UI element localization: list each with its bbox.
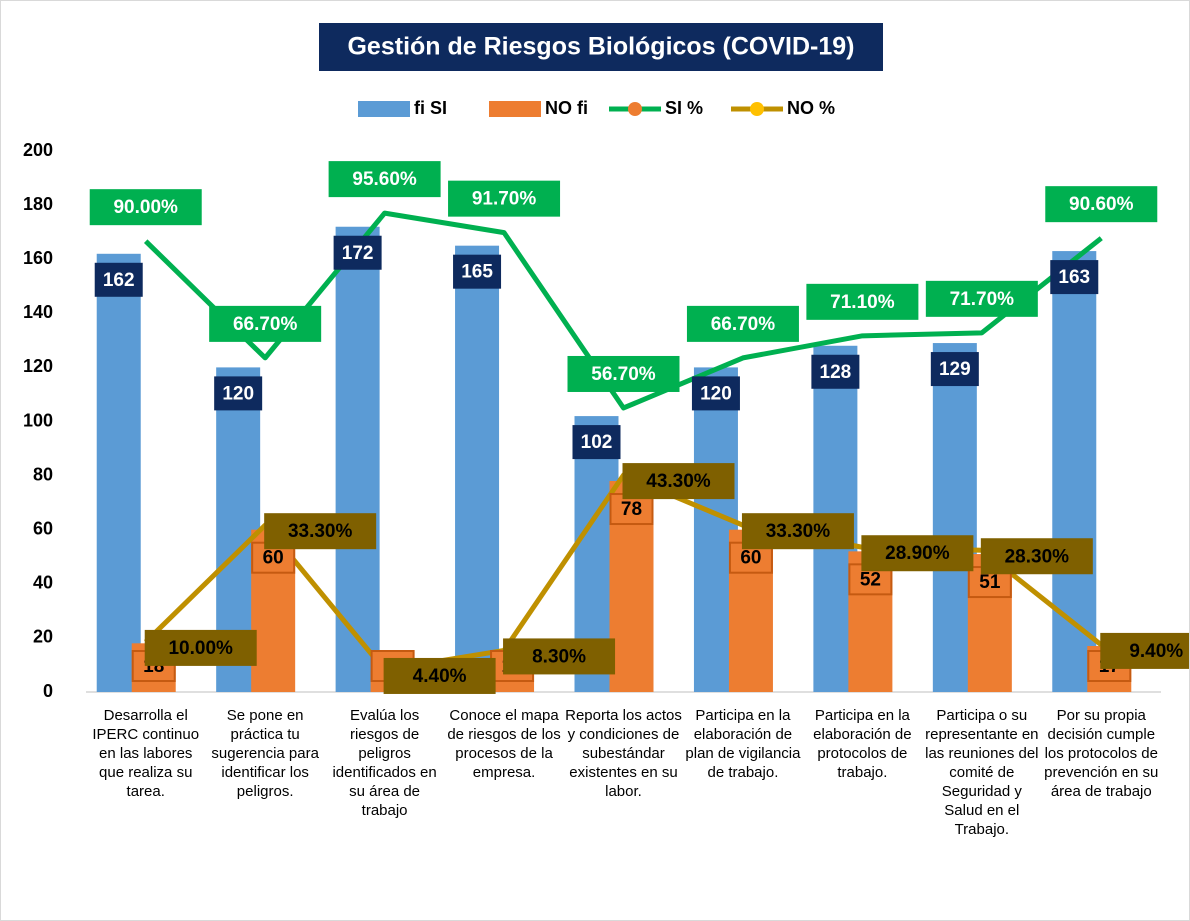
legend-label: SI % (665, 98, 703, 118)
data-label-box (144, 629, 257, 666)
x-tick-label: Conoce el mapa de riesgos de los proceso… (447, 707, 561, 781)
data-label: 129 (939, 359, 971, 380)
data-label: 43.30% (646, 471, 711, 492)
data-label-box (861, 535, 974, 572)
title-box (319, 23, 883, 71)
data-label: 71.10% (830, 292, 895, 313)
data-label-box (811, 354, 860, 389)
data-label: 52 (860, 569, 881, 590)
data-label-box (686, 305, 799, 342)
data-label: 4.40% (413, 666, 467, 687)
data-label-box (89, 189, 202, 226)
x-tick-label: Participa en la elaboración de plan de v… (685, 707, 801, 781)
y-tick-label: 40 (33, 573, 53, 593)
y-tick-label: 180 (23, 194, 53, 214)
data-label: 162 (103, 270, 135, 291)
y-tick-label: 140 (23, 302, 53, 322)
y-tick-label: 120 (23, 356, 53, 376)
data-label: 28.90% (885, 543, 950, 564)
data-label-box (980, 538, 1093, 575)
data-label: 90.60% (1069, 194, 1134, 215)
data-label: 78 (621, 499, 642, 520)
data-label-box (691, 376, 740, 411)
data-label: 128 (820, 362, 852, 383)
data-label: 66.70% (233, 314, 298, 335)
y-tick-label: 60 (33, 518, 53, 538)
bar (96, 253, 141, 693)
legend-label: NO fi (545, 98, 588, 118)
y-tick-label: 200 (23, 140, 53, 160)
data-label: 10.00% (168, 638, 233, 659)
data-label: 28.30% (1005, 546, 1070, 567)
y-tick-label: 80 (33, 464, 53, 484)
data-label: 66.70% (711, 314, 776, 335)
legend-label: fi SI (414, 98, 447, 118)
data-label-box (264, 513, 377, 550)
data-label-box (741, 513, 854, 550)
data-label-box (925, 280, 1038, 317)
x-tick-label: Participa en la elaboración de protocolo… (813, 707, 912, 781)
data-label: 165 (461, 262, 493, 283)
data-label: 33.30% (288, 521, 353, 542)
x-tick-label: Evalúa los riesgos de peligros identific… (332, 707, 437, 819)
data-label: 90.00% (113, 197, 178, 218)
x-tick-label: Desarrolla el IPERC continuo en las labo… (92, 707, 200, 800)
bar (455, 245, 500, 693)
data-label: 8.30% (532, 646, 586, 667)
data-label: 51 (979, 572, 1001, 593)
legend-swatch (358, 101, 410, 117)
y-tick-label: 100 (23, 410, 53, 430)
x-tick-label: Por su propia decisión cumple los protoc… (1044, 707, 1159, 800)
x-tick-label: Participa o su representante en las reun… (925, 707, 1039, 838)
bar (335, 226, 380, 693)
legend-label: NO % (787, 98, 835, 118)
chart-title: Gestión de Riesgos Biológicos (COVID-19) (347, 33, 854, 61)
data-label: 60 (740, 548, 761, 569)
data-label-box (622, 463, 735, 500)
data-label: 33.30% (766, 521, 831, 542)
data-label-box (930, 352, 979, 387)
data-label: 120 (700, 383, 732, 404)
data-label: 163 (1058, 267, 1090, 288)
data-label: 102 (581, 432, 613, 453)
data-label-box (209, 305, 322, 342)
data-label-box (806, 283, 919, 320)
data-label-box (1050, 260, 1099, 295)
data-label-box (1100, 632, 1189, 669)
data-label-box (214, 376, 263, 411)
data-label-box (383, 657, 496, 694)
data-label: 172 (342, 243, 374, 264)
data-label: 60 (263, 548, 284, 569)
legend-swatch (628, 102, 642, 116)
legend-swatch (750, 102, 764, 116)
data-label-box (572, 425, 621, 460)
x-tick-label: Se pone en práctica tu sugerencia para i… (211, 707, 319, 800)
data-label: 91.70% (472, 189, 537, 210)
y-tick-label: 0 (43, 681, 53, 701)
data-label-box (1045, 186, 1158, 223)
data-label: 71.70% (950, 289, 1015, 310)
y-tick-label: 20 (33, 627, 53, 647)
data-label: 56.70% (591, 364, 656, 385)
data-label: 120 (222, 383, 254, 404)
data-label-box (333, 235, 382, 270)
data-label-box (328, 161, 441, 198)
bar (1052, 251, 1097, 692)
legend-swatch (489, 101, 541, 117)
data-label: 9.40% (1129, 641, 1183, 662)
data-label-box (94, 262, 143, 297)
y-tick-label: 160 (23, 248, 53, 268)
data-label-box (448, 180, 561, 217)
data-label-box (503, 638, 616, 675)
data-label-box (567, 355, 680, 392)
data-label: 95.60% (352, 169, 417, 190)
data-label-box (453, 254, 502, 289)
x-tick-label: Reporta los actos y condiciones de subes… (565, 707, 682, 800)
